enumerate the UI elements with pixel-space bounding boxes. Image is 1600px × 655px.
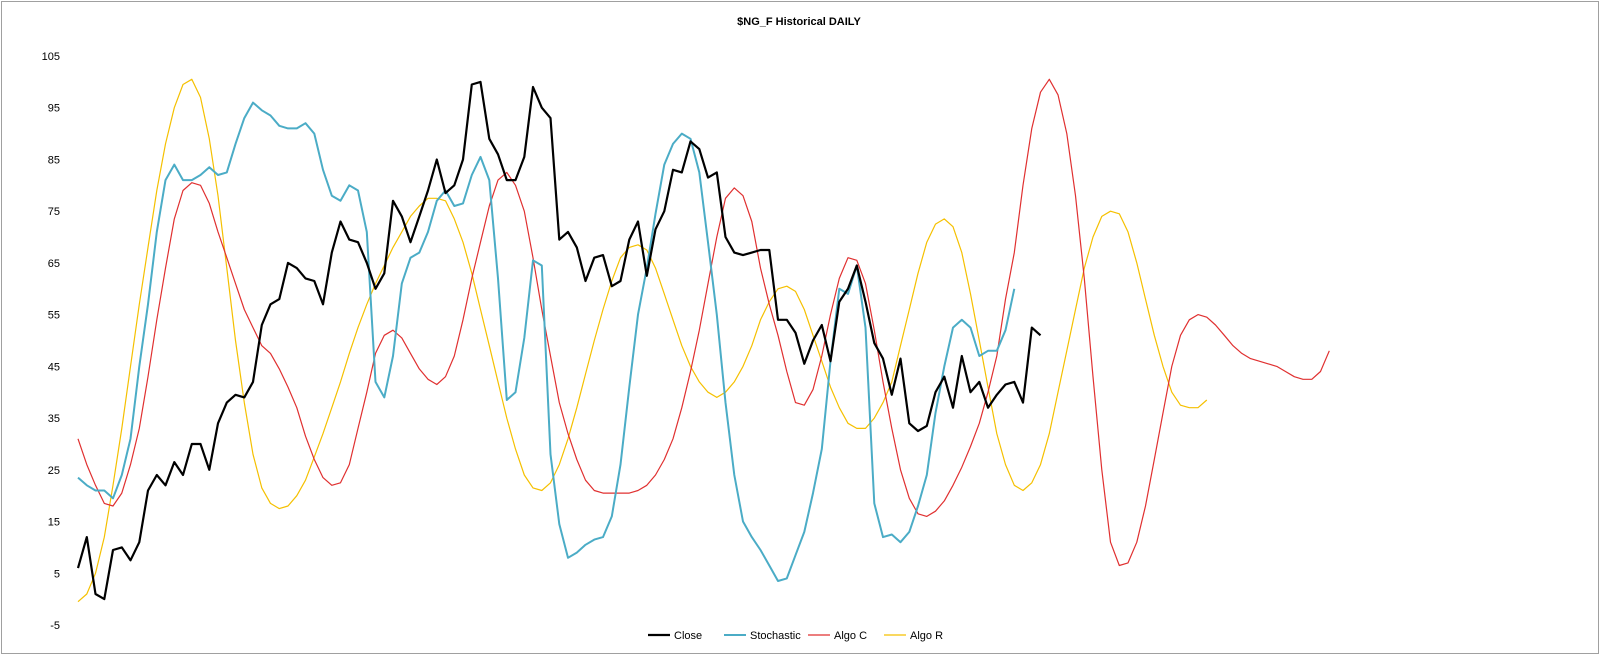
legend-label-close: Close (674, 630, 702, 642)
series-line-algo-c (77, 78, 1330, 567)
y-tick-label: 55 (48, 310, 60, 322)
legend-label-stochastic: Stochastic (750, 630, 801, 642)
y-tick-label: 105 (42, 51, 60, 63)
y-tick-label: 65 (48, 258, 60, 270)
y-tick-label: 95 (48, 103, 60, 115)
y-tick-label: 85 (48, 154, 60, 166)
y-axis-ticks: -5 5 15 25 35 45 55 65 75 85 95 105 (42, 51, 60, 632)
chart-title: $NG_F Historical DAILY (737, 16, 861, 28)
series-line-algo-r (77, 78, 1208, 603)
y-tick-label: 5 (54, 568, 60, 580)
y-tick-label: -5 (50, 620, 60, 632)
series-lines (76, 78, 1330, 603)
legend-label-algo-c: Algo C (834, 630, 867, 642)
y-tick-label: 15 (48, 517, 60, 529)
y-tick-label: 45 (48, 361, 60, 373)
y-tick-label: 25 (48, 465, 60, 477)
series-line-close (76, 80, 1042, 601)
y-tick-label: 75 (48, 206, 60, 218)
legend-label-algo-r: Algo R (910, 630, 943, 642)
y-tick-label: 35 (48, 413, 60, 425)
legend: Close Stochastic Algo C Algo R (648, 630, 943, 642)
